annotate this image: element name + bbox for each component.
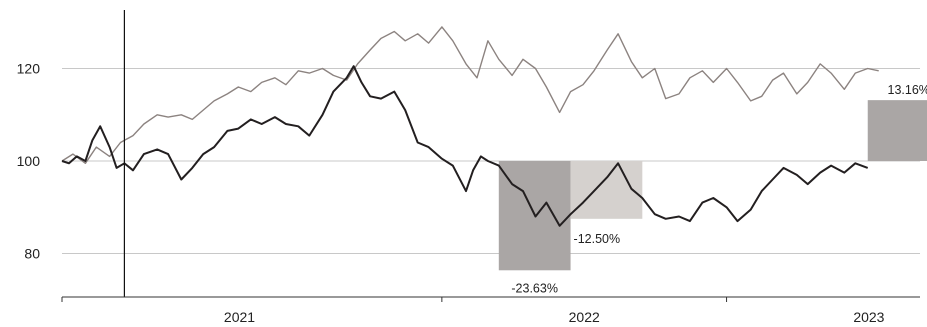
bar-label: -12.50% [574, 232, 621, 246]
year-label: 2021 [224, 309, 255, 325]
bar [867, 100, 927, 161]
series-line [61, 65, 869, 227]
y-tick-label: 120 [17, 61, 41, 77]
series-line [61, 26, 879, 164]
y-tick-label: 100 [17, 153, 41, 169]
bar-label: 13.16% [888, 83, 927, 97]
bar-labels: -23.63%-12.50%13.16%6.38% [511, 83, 927, 295]
y-axis-labels: 80 100 120 [17, 61, 41, 262]
year-label: 2022 [569, 309, 600, 325]
bar [570, 161, 643, 219]
series-lines [61, 26, 879, 227]
x-axis: 2021 2022 2023 [61, 296, 920, 325]
bars-group [498, 100, 927, 271]
y-tick-label: 80 [24, 246, 40, 262]
year-label: 2023 [853, 309, 884, 325]
gridlines [62, 68, 920, 254]
bar-label: -23.63% [511, 281, 558, 295]
